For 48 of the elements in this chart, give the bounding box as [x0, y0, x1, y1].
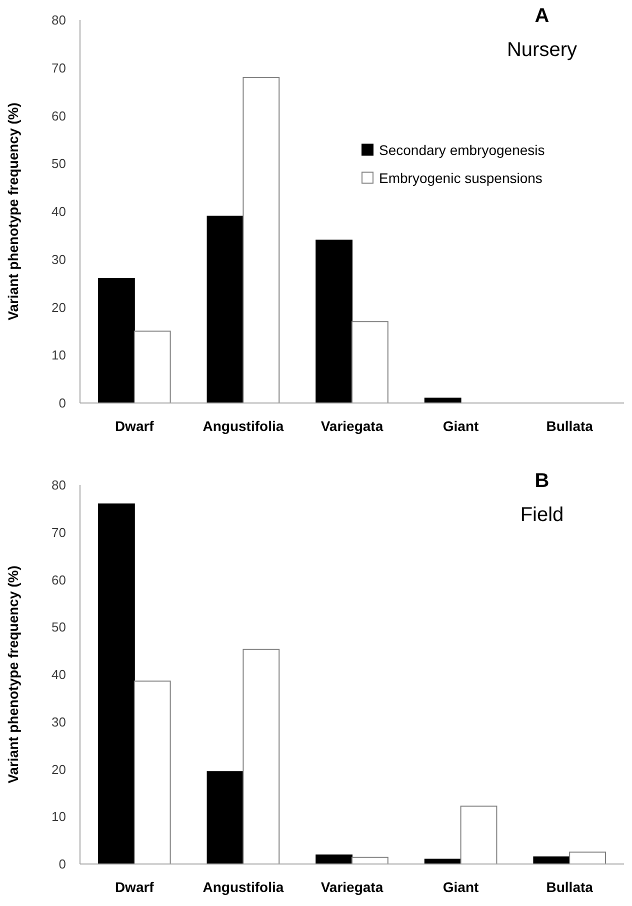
bar [98, 503, 135, 864]
legend-label: Embryogenic suspensions [379, 170, 542, 186]
x-tick-label: Bullata [546, 418, 594, 434]
chart-title: B [534, 470, 550, 492]
y-tick-label: 30 [52, 714, 66, 730]
legend-label: Secondary embryogenesis [379, 142, 545, 158]
y-tick-label: 40 [52, 667, 66, 682]
x-tick-label: Angustifolia [202, 418, 284, 434]
y-tick-label: 60 [52, 572, 66, 588]
bar [352, 321, 388, 404]
text: Nursery [506, 39, 578, 61]
y-axis-title: Variant phenotype frequency (%) [5, 566, 21, 784]
bar [206, 216, 244, 404]
bar [206, 771, 244, 864]
bar [242, 76, 280, 404]
y-tick-label: 80 [52, 478, 66, 493]
bar [134, 680, 171, 864]
x-tick-label: Angustifolia [202, 879, 284, 895]
y-axis-title: Variant phenotype frequency (%) [5, 102, 21, 320]
bar [242, 648, 280, 864]
y-tick-label: 10 [52, 348, 66, 363]
y-tick-label: 20 [52, 762, 66, 777]
text: Field [520, 504, 564, 526]
bar [316, 240, 352, 404]
y-tick-label: 50 [52, 620, 66, 635]
x-tick-label: Variegata [320, 418, 384, 434]
y-tick-label: 70 [52, 60, 66, 76]
x-tick-label: Giant [442, 418, 480, 434]
y-tick-label: 20 [52, 300, 66, 315]
x-tick-label: Giant [442, 879, 480, 895]
y-tick-label: 60 [52, 108, 66, 124]
y-tick-label: 40 [52, 204, 66, 220]
y-tick-label: 0 [58, 856, 66, 872]
y-tick-label: 70 [52, 524, 66, 540]
bar [460, 806, 498, 864]
y-tick-label: 0 [58, 396, 66, 411]
x-tick-label: Dwarf [114, 418, 154, 434]
chart-title: A [534, 5, 550, 27]
y-tick-label: 10 [52, 809, 66, 824]
y-tick-label: 50 [52, 156, 66, 172]
y-tick-label: 80 [52, 12, 66, 28]
bar [569, 852, 606, 864]
bar [98, 278, 135, 404]
x-tick-label: Bullata [546, 879, 594, 895]
y-tick-label: 30 [52, 252, 66, 267]
x-tick-label: Dwarf [114, 879, 154, 895]
x-tick-label: Variegata [320, 879, 384, 895]
bar [134, 330, 171, 404]
